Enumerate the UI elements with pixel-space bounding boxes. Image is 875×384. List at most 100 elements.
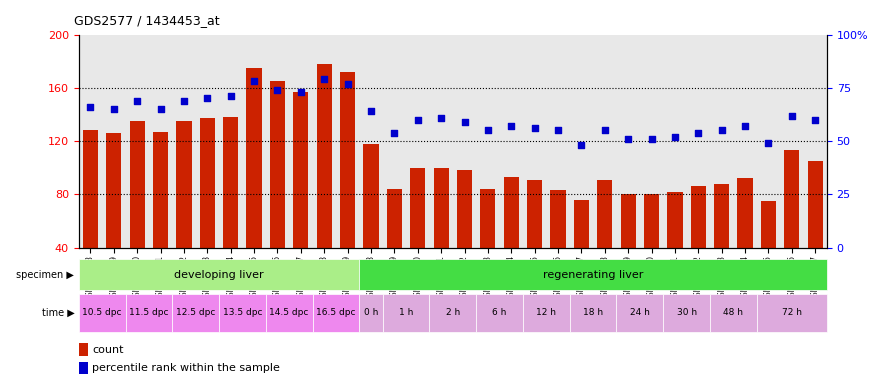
- Point: [340, 81, 354, 87]
- Text: 11.5 dpc: 11.5 dpc: [130, 308, 169, 318]
- Text: 10.5 dpc: 10.5 dpc: [82, 308, 122, 318]
- Bar: [663, 294, 710, 332]
- Bar: [714, 184, 729, 248]
- Point: [668, 134, 682, 140]
- Text: time ▶: time ▶: [42, 308, 74, 318]
- Bar: [620, 194, 636, 248]
- Bar: [270, 81, 285, 248]
- Text: 0 h: 0 h: [364, 308, 378, 318]
- Bar: [480, 189, 495, 248]
- Bar: [527, 180, 542, 248]
- Bar: [79, 362, 88, 374]
- Bar: [430, 294, 476, 332]
- Bar: [710, 294, 757, 332]
- Bar: [177, 121, 192, 248]
- Text: 72 h: 72 h: [781, 308, 802, 318]
- Point: [808, 117, 822, 123]
- Point: [621, 136, 635, 142]
- Text: developing liver: developing liver: [174, 270, 264, 280]
- Bar: [363, 144, 379, 248]
- Point: [738, 123, 752, 129]
- Point: [551, 127, 565, 134]
- Bar: [523, 294, 570, 332]
- Point: [364, 108, 378, 114]
- Bar: [130, 121, 144, 248]
- Point: [504, 123, 518, 129]
- Bar: [808, 161, 822, 248]
- Bar: [668, 192, 682, 248]
- Bar: [387, 189, 402, 248]
- Point: [177, 98, 191, 104]
- Point: [574, 142, 588, 149]
- Text: 1 h: 1 h: [399, 308, 413, 318]
- Point: [715, 127, 729, 134]
- Bar: [317, 64, 332, 248]
- Text: 13.5 dpc: 13.5 dpc: [222, 308, 262, 318]
- Bar: [153, 132, 168, 248]
- Point: [224, 93, 238, 99]
- Point: [318, 76, 332, 83]
- Text: percentile rank within the sample: percentile rank within the sample: [92, 363, 280, 373]
- Point: [481, 127, 495, 134]
- Point: [528, 125, 542, 131]
- Text: regenerating liver: regenerating liver: [542, 270, 643, 280]
- Bar: [617, 294, 663, 332]
- Bar: [360, 294, 382, 332]
- Point: [691, 129, 705, 136]
- Bar: [312, 294, 360, 332]
- Point: [645, 136, 659, 142]
- Bar: [761, 201, 776, 248]
- Bar: [574, 200, 589, 248]
- Bar: [106, 133, 122, 248]
- Bar: [382, 294, 430, 332]
- Point: [761, 140, 775, 146]
- Bar: [79, 343, 88, 356]
- Bar: [266, 294, 312, 332]
- Text: GDS2577 / 1434453_at: GDS2577 / 1434453_at: [74, 14, 220, 27]
- Bar: [410, 168, 425, 248]
- Bar: [476, 294, 523, 332]
- Bar: [293, 92, 309, 248]
- Bar: [457, 170, 472, 248]
- Bar: [570, 294, 617, 332]
- Bar: [504, 177, 519, 248]
- Bar: [757, 294, 827, 332]
- Point: [410, 117, 424, 123]
- Point: [458, 119, 472, 125]
- Bar: [738, 179, 752, 248]
- Bar: [340, 72, 355, 248]
- Text: 6 h: 6 h: [493, 308, 507, 318]
- Bar: [219, 294, 266, 332]
- Bar: [784, 151, 800, 248]
- Point: [388, 129, 402, 136]
- Bar: [83, 131, 98, 248]
- Point: [270, 87, 284, 93]
- Bar: [200, 119, 215, 248]
- Point: [154, 106, 168, 112]
- Point: [200, 96, 214, 102]
- Text: 16.5 dpc: 16.5 dpc: [316, 308, 355, 318]
- Point: [294, 89, 308, 95]
- Bar: [79, 294, 125, 332]
- Point: [785, 113, 799, 119]
- Bar: [433, 168, 449, 248]
- Point: [130, 98, 144, 104]
- Bar: [247, 68, 262, 248]
- Text: count: count: [92, 345, 123, 355]
- Text: 24 h: 24 h: [630, 308, 650, 318]
- Bar: [125, 294, 172, 332]
- Text: 14.5 dpc: 14.5 dpc: [270, 308, 309, 318]
- Text: 30 h: 30 h: [676, 308, 696, 318]
- Text: 12 h: 12 h: [536, 308, 556, 318]
- Bar: [644, 194, 659, 248]
- Bar: [690, 186, 706, 248]
- Bar: [79, 259, 360, 290]
- Text: specimen ▶: specimen ▶: [17, 270, 74, 280]
- Point: [434, 114, 448, 121]
- Bar: [223, 117, 238, 248]
- Point: [247, 78, 261, 84]
- Point: [83, 104, 97, 110]
- Text: 48 h: 48 h: [724, 308, 744, 318]
- Bar: [550, 190, 565, 248]
- Text: 12.5 dpc: 12.5 dpc: [176, 308, 215, 318]
